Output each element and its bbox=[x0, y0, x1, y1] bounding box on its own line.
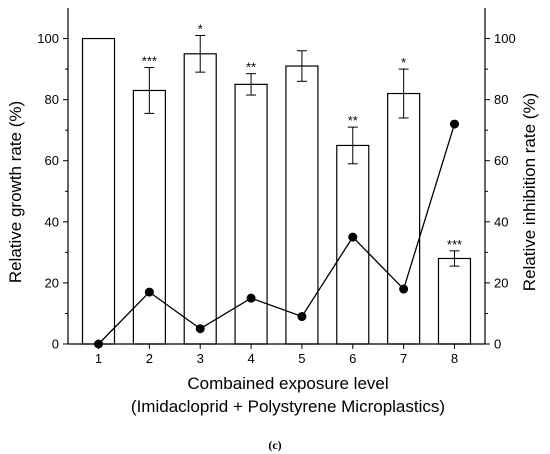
x-tick-label: 5 bbox=[298, 351, 305, 366]
growth-bar bbox=[285, 65, 319, 345]
x-tick-label: 2 bbox=[146, 351, 153, 366]
x-tick-label: 3 bbox=[197, 351, 204, 366]
left-y-tick-label: 0 bbox=[52, 337, 59, 352]
growth-bar bbox=[183, 53, 217, 345]
x-tick-label: 4 bbox=[247, 351, 254, 366]
inhibition-line bbox=[98, 123, 456, 345]
inhibition-point bbox=[399, 284, 409, 294]
left-y-tick-label: 100 bbox=[37, 31, 59, 46]
x-ticks: 1 2 3 4 5 6 7 8 bbox=[95, 344, 458, 366]
x-axis-title-line2: (Imidacloprid + Polystyrene Microplastic… bbox=[131, 397, 445, 416]
inhibition-point bbox=[348, 232, 358, 242]
right-y-tick-label: 40 bbox=[494, 214, 508, 229]
bars-layer bbox=[81, 37, 472, 345]
y-axis-title-right: Relative inhibition rate (%) bbox=[520, 93, 539, 291]
left-y-tick-label: 20 bbox=[45, 275, 59, 290]
error-bars-layer bbox=[144, 34, 460, 267]
figure-caption: (c) bbox=[268, 438, 281, 452]
inhibition-point bbox=[195, 324, 205, 334]
growth-bar bbox=[387, 92, 421, 345]
growth-bar bbox=[132, 89, 166, 345]
right-y-tick-label: 0 bbox=[494, 337, 501, 352]
growth-bar bbox=[81, 37, 116, 345]
inhibition-point bbox=[144, 287, 154, 297]
left-y-tick-label: 80 bbox=[45, 92, 59, 107]
x-axis-title: Combained exposure level bbox=[187, 374, 388, 393]
inhibition-point bbox=[246, 293, 256, 303]
significance-marker: ** bbox=[246, 60, 256, 75]
right-y-tick-label: 20 bbox=[494, 275, 508, 290]
right-y-tick-label: 100 bbox=[494, 31, 516, 46]
inhibition-line-layer bbox=[94, 119, 459, 349]
significance-marker: *** bbox=[142, 54, 157, 69]
growth-bar bbox=[437, 257, 472, 345]
right-y-tick-label: 60 bbox=[494, 153, 508, 168]
right-y-ticks: 0 20 40 60 80 100 bbox=[485, 31, 516, 352]
left-y-ticks: 0 20 40 60 80 100 bbox=[37, 31, 68, 352]
left-y-tick-label: 40 bbox=[45, 214, 59, 229]
inhibition-point bbox=[297, 312, 307, 322]
inhibition-point bbox=[449, 119, 459, 129]
right-y-tick-label: 80 bbox=[494, 92, 508, 107]
growth-bar bbox=[336, 144, 370, 345]
x-tick-label: 1 bbox=[95, 351, 102, 366]
x-tick-label: 7 bbox=[400, 351, 407, 366]
significance-marker: * bbox=[401, 55, 406, 70]
x-tick-label: 8 bbox=[451, 351, 458, 366]
significance-marker: *** bbox=[447, 237, 462, 252]
significance-marker: ** bbox=[348, 113, 358, 128]
y-axis-title-left: Relative growth rate (%) bbox=[6, 101, 25, 283]
significance-marker: * bbox=[198, 21, 203, 36]
left-y-tick-label: 60 bbox=[45, 153, 59, 168]
significance-layer: ************ bbox=[142, 21, 462, 251]
x-tick-label: 6 bbox=[349, 351, 356, 366]
